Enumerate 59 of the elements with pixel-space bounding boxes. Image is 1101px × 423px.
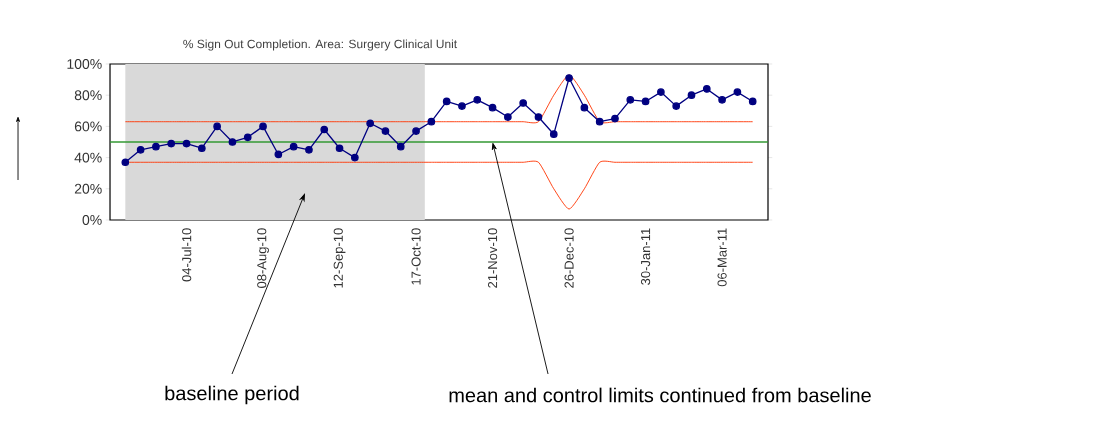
x-tick-label: 21-Nov-10: [487, 228, 498, 288]
point: [641, 97, 650, 106]
point: [442, 97, 451, 106]
y-tick-label: 60%: [74, 121, 102, 132]
point: [611, 114, 619, 123]
point: [687, 91, 696, 100]
point: [136, 145, 145, 154]
point: [733, 88, 742, 96]
point: [748, 97, 757, 106]
point: [412, 127, 420, 135]
x-tick-label: 26-Dec-10: [564, 228, 574, 288]
point: [488, 103, 497, 112]
point: [289, 142, 298, 151]
point: [549, 130, 558, 139]
point: [167, 139, 176, 148]
x-tick-label: 12-Sep-10: [333, 228, 346, 288]
point: [595, 117, 604, 126]
point: [152, 142, 160, 151]
x-tick-label: 30-Jan-11: [640, 228, 651, 285]
x-tick-label: 08-Aug-10: [257, 228, 269, 288]
point: [182, 139, 191, 148]
chart-title: % Sign Out Completion. Area: Surgery Clinical Unit: [183, 39, 458, 51]
point: [305, 145, 313, 154]
point: [565, 74, 573, 82]
point: [243, 133, 252, 142]
point: [320, 125, 329, 134]
point: [519, 99, 528, 107]
x-tick-label: 17-Oct-10: [411, 228, 421, 285]
point: [702, 85, 711, 93]
point: [534, 113, 543, 121]
point: [259, 122, 267, 131]
annotation: mean and control limits continued from baseline: [449, 387, 871, 403]
point: [473, 96, 482, 104]
point: [381, 127, 390, 135]
point: [672, 102, 681, 110]
x-tick-label: 06-Mar-11: [717, 228, 727, 287]
text: baseline period: [165, 385, 299, 405]
point: [657, 88, 665, 96]
y-tick-label: 40%: [74, 152, 102, 163]
y-tick-label: 0%: [82, 215, 102, 225]
point: [351, 153, 359, 162]
point: [626, 96, 635, 104]
point: [274, 150, 283, 159]
y-tick-label: 80%: [74, 90, 102, 101]
point: [427, 117, 436, 126]
y-tick-label: 20%: [74, 183, 102, 194]
point: [458, 102, 466, 110]
point: [213, 122, 221, 131]
y-tick-label: 100%: [67, 59, 102, 69]
point: [366, 119, 374, 128]
point: [197, 144, 206, 153]
x-tick-label: 04-Jul-10: [181, 228, 192, 282]
point: [228, 138, 237, 146]
point: [396, 142, 405, 151]
point: [504, 113, 512, 121]
point: [580, 103, 589, 112]
point: [121, 158, 130, 167]
point: [718, 96, 726, 104]
point: [335, 144, 344, 153]
